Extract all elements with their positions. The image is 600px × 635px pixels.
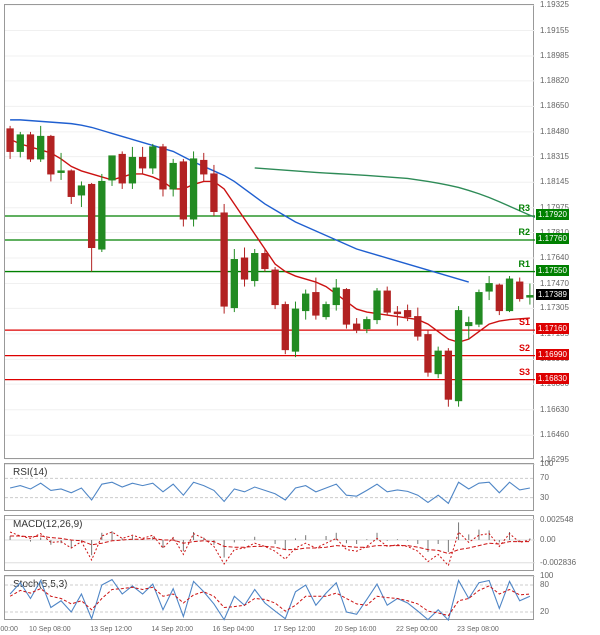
y-tick: 1.18820 — [540, 76, 569, 85]
x-axis: 00:0010 Sep 08:0013 Sep 12:0014 Sep 20:0… — [4, 621, 534, 633]
sr-price-box: 1.17760 — [536, 233, 569, 244]
sr-price-box: 1.16990 — [536, 349, 569, 360]
sr-price-box: 1.17550 — [536, 265, 569, 276]
macd-panel: MACD(12,26,9) — [4, 515, 534, 571]
stoch-svg — [5, 576, 535, 621]
y-tick: -0.002836 — [540, 558, 576, 567]
y-tick: 1.18145 — [540, 177, 569, 186]
current-price-box: 1.17389 — [536, 289, 569, 300]
y-tick: 30 — [540, 493, 549, 502]
sr-label: S3 — [519, 367, 530, 377]
y-tick: 0.00 — [540, 535, 556, 544]
x-tick: 22 Sep 00:00 — [396, 626, 438, 633]
x-tick: 10 Sep 08:00 — [29, 626, 71, 633]
y-tick: 1.16630 — [540, 405, 569, 414]
y-tick: 1.18315 — [540, 152, 569, 161]
y-tick: 100 — [540, 571, 553, 580]
sr-label: R1 — [518, 259, 530, 269]
x-tick: 17 Sep 12:00 — [274, 626, 316, 633]
y-tick: 1.17640 — [540, 253, 569, 262]
y-tick: 1.19155 — [540, 26, 569, 35]
rsi-panel: RSI(14) — [4, 463, 534, 511]
y-tick: 0.002548 — [540, 515, 573, 524]
y-tick: 100 — [540, 459, 553, 468]
x-tick: 20 Sep 16:00 — [335, 626, 377, 633]
sr-label: R3 — [518, 203, 530, 213]
sr-label: S2 — [519, 343, 530, 353]
y-tick: 1.17470 — [540, 279, 569, 288]
sr-price-box: 1.17920 — [536, 209, 569, 220]
y-tick: 70 — [540, 473, 549, 482]
main-price-chart — [4, 4, 534, 459]
sr-label: S1 — [519, 317, 530, 327]
x-tick: 23 Sep 08:00 — [457, 626, 499, 633]
x-tick: 16 Sep 04:00 — [212, 626, 254, 633]
y-tick: 1.19325 — [540, 0, 569, 9]
x-tick: 14 Sep 20:00 — [151, 626, 193, 633]
main-chart-svg — [5, 5, 535, 460]
sr-price-box: 1.17160 — [536, 323, 569, 334]
y-tick: 1.17305 — [540, 303, 569, 312]
x-tick: 13 Sep 12:00 — [90, 626, 132, 633]
y-tick: 20 — [540, 607, 549, 616]
sr-price-box: 1.16830 — [536, 373, 569, 384]
macd-svg — [5, 516, 535, 572]
y-tick: 1.18480 — [540, 127, 569, 136]
y-tick: 80 — [540, 580, 549, 589]
x-tick: 00:00 — [0, 626, 18, 633]
y-tick: 1.18985 — [540, 51, 569, 60]
rsi-svg — [5, 464, 535, 512]
y-tick: 1.18650 — [540, 101, 569, 110]
sr-label: R2 — [518, 227, 530, 237]
y-tick: 1.16460 — [540, 430, 569, 439]
stoch-panel: Stoch(5,5,3) — [4, 575, 534, 620]
